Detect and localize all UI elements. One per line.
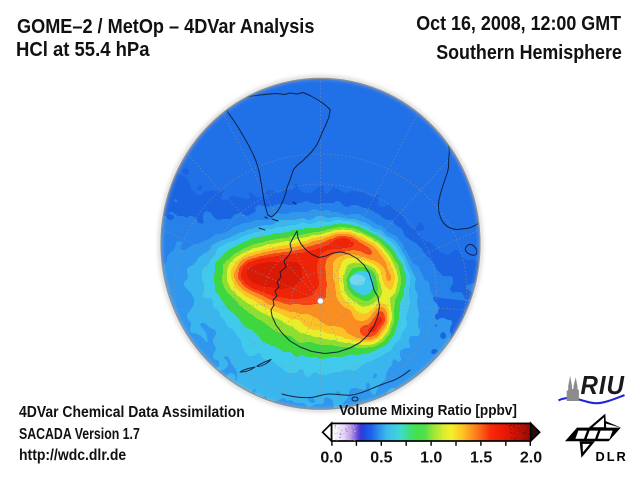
svg-text:RIU: RIU [581,371,625,400]
svg-text:2.0: 2.0 [520,450,542,467]
svg-text:1.5: 1.5 [470,450,492,467]
svg-text:0.5: 0.5 [370,450,392,467]
svg-text:1.0: 1.0 [420,450,442,467]
svg-text:0.0: 0.0 [320,450,342,467]
svg-text:DLR: DLR [596,449,628,464]
svg-text:Volume Mixing Ratio [ppbv]: Volume Mixing Ratio [ppbv] [339,402,517,419]
